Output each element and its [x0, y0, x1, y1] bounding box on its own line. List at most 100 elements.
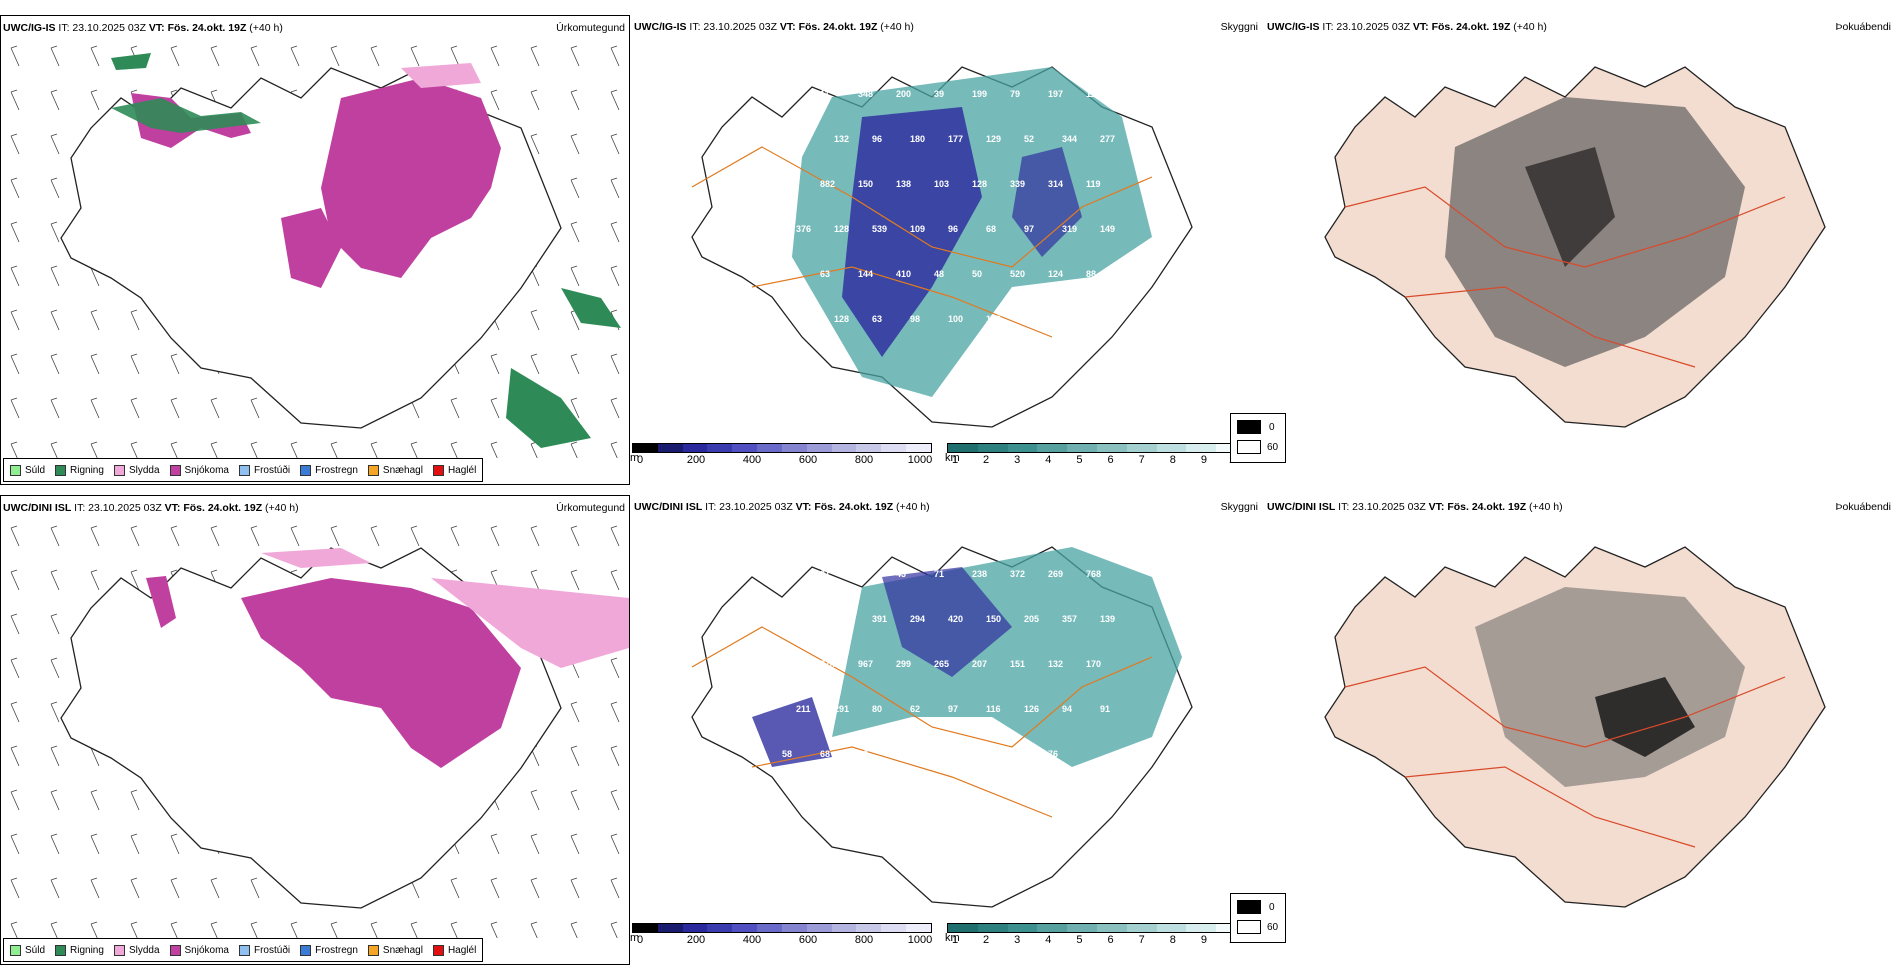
road-network: [691, 626, 1153, 818]
colorbar-segment: [1186, 924, 1217, 932]
cloud-base-map: 176 21 45 43 71 238 372 269 768 640 661 391 294 420 15…: [691, 546, 1193, 908]
cloud-base-value: 774: [820, 659, 835, 669]
wind-barb: [610, 221, 620, 243]
cloud-base-value: 177: [948, 134, 963, 144]
legend-swatch: [113, 944, 125, 956]
visibility-colorbar: 12345678910 km: [945, 443, 1247, 471]
rain-area: [111, 53, 151, 70]
wind-barb: [90, 441, 98, 458]
wind-barb: [50, 789, 60, 811]
colorbar-segment: [881, 444, 907, 452]
model-name: UWC/IG-IS: [634, 21, 687, 33]
colorbar-segment: [831, 924, 857, 932]
legend-item: Slydda: [113, 464, 160, 476]
init-time: IT: 23.10.2025 03Z: [1338, 501, 1426, 513]
wind-barb: [50, 525, 60, 547]
colorbar-segment: [1067, 444, 1097, 452]
cloud-base-colorbar: 0 200 400 600 800 1000 m: [630, 443, 932, 471]
colorbar-tick: 400: [742, 454, 762, 466]
wind-barb: [570, 833, 580, 855]
cloud-base-area: [842, 107, 982, 357]
legend-item: Haglél: [432, 944, 477, 956]
fog-legend-low: 60: [1267, 442, 1279, 453]
wind-barb: [170, 397, 180, 419]
colorbar-segment: [806, 444, 832, 452]
cloud-base-value: 150: [858, 179, 873, 189]
wind-barb: [530, 525, 540, 547]
colorbar-segment: [682, 444, 708, 452]
wind-barb: [10, 133, 20, 155]
legend-label: Frostregn: [315, 944, 358, 956]
cloud-base-value: 372: [1010, 569, 1025, 579]
legend-swatch: [367, 944, 379, 956]
legend-label: Haglél: [447, 464, 477, 476]
fog-legend: 0 60: [1230, 413, 1286, 463]
legend-item: Snjókoma: [169, 944, 229, 956]
colorbar-segment: [831, 444, 857, 452]
fog-index-area: [1525, 147, 1615, 267]
parameter-name: Úrkomutegund: [556, 22, 625, 34]
cloud-base-value: 48: [782, 269, 792, 279]
wind-barb: [90, 353, 100, 375]
legend-swatch: [10, 944, 21, 956]
cloud-base-value: 101: [796, 314, 811, 324]
init-time: IT: 23.10.2025 03Z: [58, 22, 146, 34]
valid-time: VT: Fös. 24.okt. 19Z: [779, 21, 878, 33]
wind-barb: [10, 265, 20, 287]
wind-barb: [210, 921, 218, 938]
legend-item: Rigning: [55, 944, 104, 956]
legend-label: Frostregn: [315, 464, 358, 476]
cloud-base-value: 100: [948, 314, 963, 324]
colorbar-tick: 800: [854, 934, 874, 946]
wind-barb: [330, 525, 340, 547]
visibility-colorbar: 12345678910 km: [945, 923, 1247, 951]
cloud-base-value: 150: [986, 614, 1001, 624]
colorbar-segment: [1126, 444, 1157, 452]
colorbar-tick: 8: [1169, 934, 1176, 946]
cloud-base-value: 149: [1100, 224, 1115, 234]
visibility-ticks: 12345678910: [947, 933, 1247, 947]
parameter-name: Þokuábendi: [1835, 21, 1891, 33]
cloud-base-value: 314: [1048, 179, 1063, 189]
wind-barb: [50, 265, 60, 287]
cloud-base-ticks: 0 200 400 600 800 1000: [632, 453, 932, 467]
init-time: IT: 23.10.2025 03Z: [705, 501, 793, 513]
cloud-base-value: 116: [1086, 89, 1101, 99]
wind-barb: [610, 745, 620, 767]
wind-barb: [170, 921, 178, 938]
cloud-base-value: 39: [934, 89, 944, 99]
wind-barb: [610, 789, 620, 811]
fog-map: [1324, 546, 1826, 908]
wind-barb: [610, 89, 620, 111]
wind-barb: [170, 525, 180, 547]
legend-label: Haglél: [447, 944, 477, 956]
wind-barb: [130, 441, 138, 458]
wind-barb: [10, 353, 20, 375]
road-network: [1344, 666, 1786, 848]
legend-swatch: [113, 464, 125, 476]
wind-barb: [530, 789, 540, 811]
colorbar-tick: 6: [1107, 454, 1114, 466]
colorbar-segment: [1007, 924, 1038, 932]
legend-swatch: [10, 464, 21, 476]
wind-barb: [50, 221, 60, 243]
legend-swatch: [367, 464, 379, 476]
colorbar-segment: [1037, 444, 1068, 452]
wind-barb: [330, 921, 338, 938]
precip-map: [10, 525, 629, 938]
cloud-base-value: 122: [782, 89, 797, 99]
wind-barb: [570, 701, 580, 723]
cloud-base-area: [882, 567, 1012, 677]
wind-barb: [50, 45, 60, 67]
legend-swatch: [300, 944, 312, 956]
wind-barb: [90, 833, 100, 855]
fog-panel-top: UWC/IG-IS IT: 23.10.2025 03Z VT: Fös. 24…: [1230, 15, 1895, 485]
cloud-base-value: 539: [872, 224, 887, 234]
wind-barb: [10, 701, 20, 723]
wind-barb: [290, 921, 298, 938]
wind-barb: [250, 45, 260, 67]
wind-barb: [570, 745, 580, 767]
parameter-name: Úrkomutegund: [556, 502, 625, 514]
wind-barb: [250, 525, 260, 547]
cloud-base-value: 114: [1100, 314, 1115, 324]
